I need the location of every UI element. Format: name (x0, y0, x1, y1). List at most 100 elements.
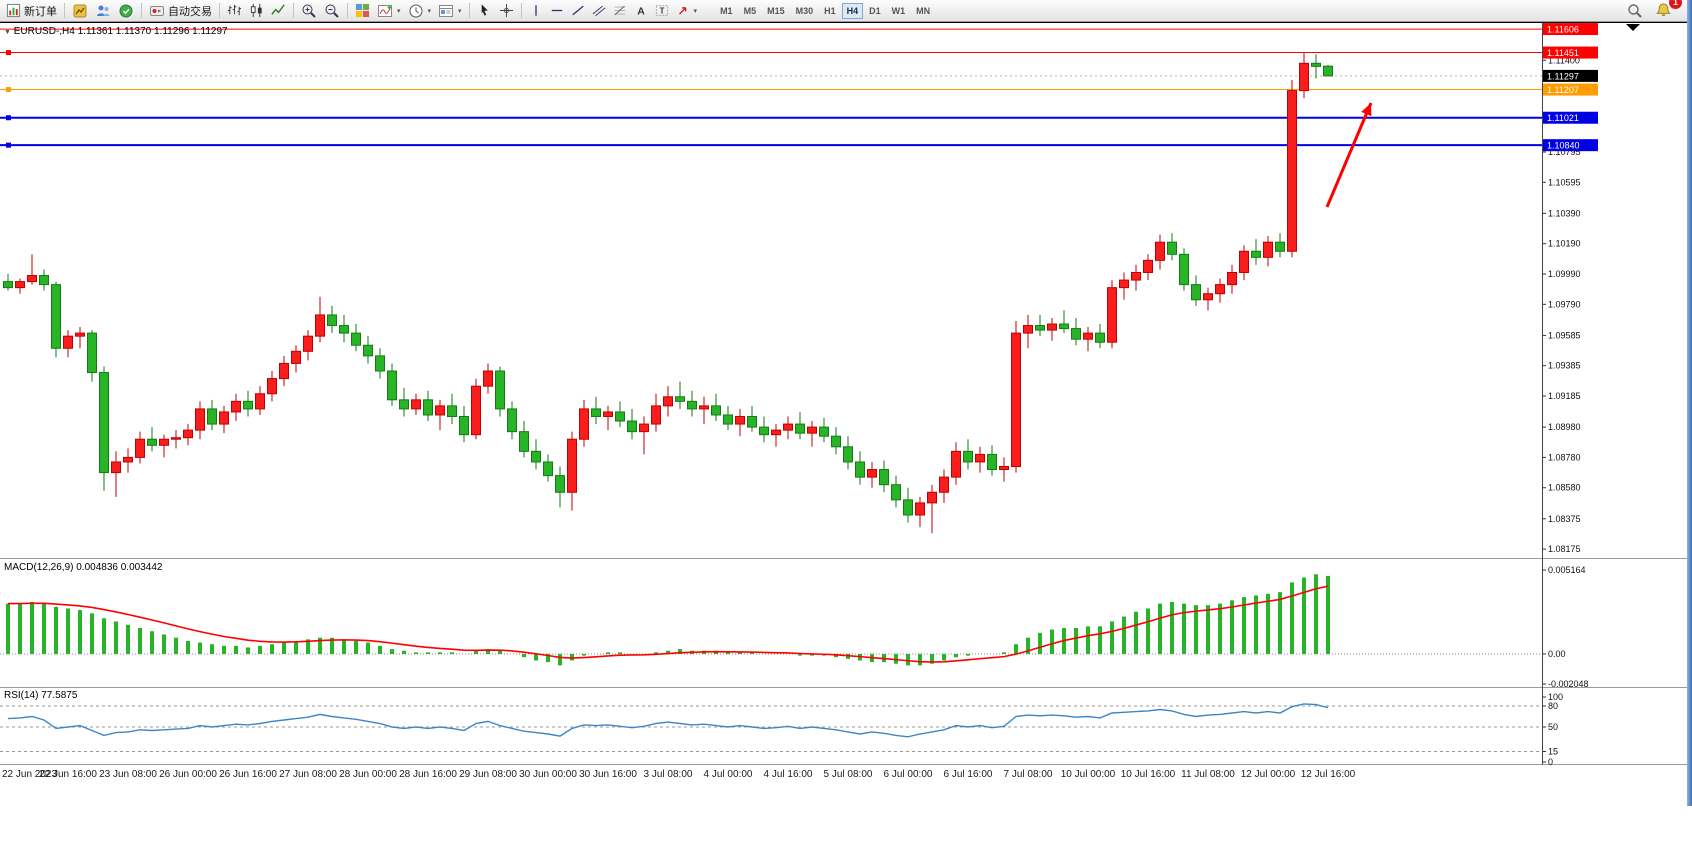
horizontal-line-tool-button[interactable] (547, 1, 567, 21)
time-label[interactable]: 6 Jul 16:00 (944, 769, 993, 780)
new-order-icon (6, 3, 21, 18)
time-label[interactable]: 30 Jun 00:00 (519, 769, 577, 780)
new-order-button[interactable]: 新订单 (3, 1, 60, 21)
timeframe-MN[interactable]: MN (916, 5, 931, 16)
candle (351, 332, 361, 346)
trendline-tool-button[interactable] (568, 1, 588, 21)
cursor-tool-button[interactable] (474, 1, 495, 21)
trend-arrow-head[interactable] (1361, 103, 1372, 117)
time-label[interactable]: 10 Jul 00:00 (1061, 769, 1116, 780)
indicators-button[interactable]: ▾ (374, 1, 404, 21)
candle (387, 370, 397, 401)
zoom-out-button[interactable] (321, 1, 343, 21)
time-label[interactable]: 28 Jun 16:00 (399, 769, 457, 780)
line-chart-button[interactable] (268, 1, 289, 21)
label-tool-button[interactable]: T (652, 1, 672, 21)
level-handle[interactable] (6, 87, 11, 93)
candle (903, 499, 913, 516)
rsi-tick-label: 15 (1548, 747, 1558, 757)
price-badge[interactable] (1543, 139, 1598, 152)
time-label[interactable]: 12 Jul 16:00 (1301, 769, 1356, 780)
price-badge-label: 1.11207 (1547, 85, 1579, 95)
price-badge[interactable] (1543, 46, 1598, 59)
channel-icon (592, 5, 605, 17)
time-label[interactable]: 23 Jun 08:00 (99, 769, 157, 780)
market-watch-icon (73, 4, 87, 17)
level-handle[interactable] (6, 50, 11, 56)
zoom-in-button[interactable] (298, 1, 320, 21)
price-badge[interactable] (1543, 83, 1598, 96)
arrows-tool-icon (678, 7, 686, 15)
candle (75, 332, 85, 337)
y-tick-label: 1.10390 (1548, 208, 1581, 218)
timeframe-M30[interactable]: M30 (795, 5, 814, 16)
notifications-button[interactable]: 1 (1652, 0, 1682, 21)
crosshair-tool-button[interactable] (496, 1, 517, 21)
candle (723, 414, 733, 425)
chart-shift-marker[interactable] (1626, 24, 1640, 31)
y-tick-label: 1.08375 (1548, 514, 1581, 524)
price-badge[interactable] (1543, 111, 1598, 124)
time-label[interactable]: 7 Jul 08:00 (1004, 769, 1053, 780)
y-tick-label: 1.08980 (1548, 422, 1581, 432)
time-label[interactable]: 4 Jul 00:00 (704, 769, 753, 780)
time-label[interactable]: 27 Jun 08:00 (279, 769, 337, 780)
templates-button[interactable]: ▾ (435, 1, 465, 21)
timeframe-D1[interactable]: D1 (869, 5, 881, 16)
timeframe-H1[interactable]: H1 (824, 5, 836, 16)
channel-tool-button[interactable] (589, 1, 609, 21)
trend-arrow[interactable] (1325, 102, 1373, 208)
candle (735, 415, 745, 425)
time-label[interactable]: 22 Jun 16:00 (39, 769, 97, 780)
fibonacci-tool-button[interactable] (610, 1, 630, 21)
timeframe-M5[interactable]: M5 (743, 5, 757, 16)
text-tool-button[interactable]: A (631, 1, 651, 21)
time-label[interactable]: 26 Jun 16:00 (219, 769, 277, 780)
level-handle[interactable] (6, 142, 11, 148)
tile-windows-button[interactable] (352, 1, 373, 21)
auto-trading-button[interactable]: 自动交易 (146, 1, 215, 21)
vertical-line-tool-button[interactable] (526, 1, 546, 21)
level-handle[interactable] (6, 115, 11, 121)
y-tick-label: 1.09185 (1548, 391, 1581, 401)
candle (363, 344, 373, 357)
time-label[interactable]: 22 Jun 2023 (2, 769, 57, 780)
time-label[interactable]: 3 Jul 08:00 (644, 769, 693, 780)
price-badge[interactable] (1543, 69, 1598, 82)
time-label[interactable]: 29 Jun 08:00 (459, 769, 517, 780)
collapse-caret-icon[interactable]: ▼ (4, 29, 11, 36)
time-label[interactable]: 6 Jul 00:00 (884, 769, 933, 780)
vertical-line-icon (534, 5, 537, 16)
candle (531, 450, 541, 463)
time-label[interactable]: 5 Jul 08:00 (824, 769, 873, 780)
candle (1071, 328, 1081, 340)
timeframe-M15[interactable]: M15 (767, 5, 785, 16)
notification-badge[interactable]: 1 (1669, 0, 1682, 9)
candle (207, 408, 217, 425)
candlestick-chart-button[interactable] (246, 1, 267, 21)
candle (1275, 241, 1285, 252)
periods-button[interactable]: ▾ (405, 1, 435, 21)
time-label[interactable]: 28 Jun 00:00 (339, 769, 397, 780)
time-label[interactable]: 12 Jul 00:00 (1241, 769, 1296, 780)
timeframe-H4[interactable]: H4 (841, 2, 864, 19)
search-button[interactable] (1624, 1, 1646, 21)
timeframe-M1[interactable]: M1 (720, 5, 733, 16)
navigator-button[interactable] (92, 1, 114, 21)
time-label[interactable]: 4 Jul 16:00 (764, 769, 813, 780)
market-watch-button[interactable] (69, 1, 91, 21)
trendline-icon (571, 5, 584, 16)
time-label[interactable]: 30 Jun 16:00 (579, 769, 637, 780)
candle (147, 438, 157, 446)
time-label[interactable]: 10 Jul 16:00 (1121, 769, 1176, 780)
arrows-tool-button[interactable]: ▾ (673, 1, 701, 21)
time-label[interactable]: 26 Jun 00:00 (159, 769, 217, 780)
terminal-button[interactable] (115, 1, 137, 21)
timeframe-W1[interactable]: W1 (891, 5, 906, 16)
candle (111, 461, 121, 474)
bar-chart-button[interactable] (224, 1, 245, 21)
ohlc-values: 1.11361 1.11370 1.11296 1.11297 (77, 26, 228, 37)
time-label[interactable]: 11 Jul 08:00 (1181, 769, 1235, 780)
price-badge[interactable] (1543, 23, 1598, 36)
